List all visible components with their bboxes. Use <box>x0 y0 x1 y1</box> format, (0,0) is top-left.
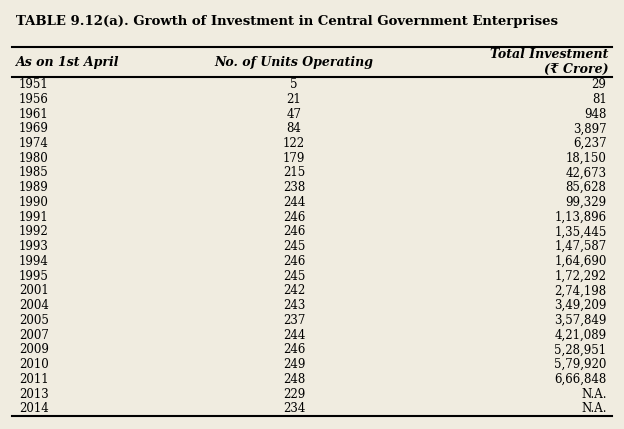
Text: 237: 237 <box>283 314 305 327</box>
Text: TABLE 9.12(a). Growth of Investment in Central Government Enterprises: TABLE 9.12(a). Growth of Investment in C… <box>16 15 558 28</box>
Text: 1980: 1980 <box>19 152 49 165</box>
Text: 1956: 1956 <box>19 93 49 106</box>
Text: 1,47,587: 1,47,587 <box>554 240 607 253</box>
Text: 246: 246 <box>283 211 305 224</box>
Text: 1995: 1995 <box>19 270 49 283</box>
Text: 1991: 1991 <box>19 211 49 224</box>
Text: 1969: 1969 <box>19 122 49 135</box>
Text: 248: 248 <box>283 373 305 386</box>
Text: 243: 243 <box>283 299 305 312</box>
Text: 84: 84 <box>286 122 301 135</box>
Text: 5,79,920: 5,79,920 <box>554 358 607 371</box>
Text: 47: 47 <box>286 108 301 121</box>
Text: 42,673: 42,673 <box>565 166 607 179</box>
Text: 3,897: 3,897 <box>573 122 607 135</box>
Text: 2005: 2005 <box>19 314 49 327</box>
Text: 2007: 2007 <box>19 329 49 341</box>
Text: 246: 246 <box>283 343 305 356</box>
Text: 6,66,848: 6,66,848 <box>554 373 607 386</box>
Text: 5: 5 <box>290 78 298 91</box>
Text: 1,72,292: 1,72,292 <box>555 270 607 283</box>
Text: 1,35,445: 1,35,445 <box>554 226 607 239</box>
Text: 1989: 1989 <box>19 181 49 194</box>
Text: Total Investment
(₹ Crore): Total Investment (₹ Crore) <box>490 48 608 76</box>
Text: 29: 29 <box>592 78 607 91</box>
Text: 2014: 2014 <box>19 402 49 415</box>
Text: 246: 246 <box>283 226 305 239</box>
Text: 3,49,209: 3,49,209 <box>554 299 607 312</box>
Text: As on 1st April: As on 1st April <box>16 56 119 69</box>
Text: 2001: 2001 <box>19 284 49 297</box>
Text: 18,150: 18,150 <box>565 152 607 165</box>
Text: 2013: 2013 <box>19 387 49 401</box>
Text: 245: 245 <box>283 240 305 253</box>
Text: 249: 249 <box>283 358 305 371</box>
Text: 1951: 1951 <box>19 78 49 91</box>
Text: 3,57,849: 3,57,849 <box>554 314 607 327</box>
Text: 2011: 2011 <box>19 373 48 386</box>
Text: 2010: 2010 <box>19 358 49 371</box>
Text: 2,74,198: 2,74,198 <box>554 284 607 297</box>
Text: 1974: 1974 <box>19 137 49 150</box>
Text: 238: 238 <box>283 181 305 194</box>
Text: 1,13,896: 1,13,896 <box>554 211 607 224</box>
Text: 244: 244 <box>283 196 305 209</box>
Text: 234: 234 <box>283 402 305 415</box>
Text: 242: 242 <box>283 284 305 297</box>
Text: 122: 122 <box>283 137 305 150</box>
Text: 1,64,690: 1,64,690 <box>554 255 607 268</box>
Text: 229: 229 <box>283 387 305 401</box>
Text: 2009: 2009 <box>19 343 49 356</box>
Text: 1994: 1994 <box>19 255 49 268</box>
Text: 81: 81 <box>592 93 607 106</box>
Text: 99,329: 99,329 <box>565 196 607 209</box>
Text: N.A.: N.A. <box>581 387 607 401</box>
Text: 246: 246 <box>283 255 305 268</box>
Text: 1993: 1993 <box>19 240 49 253</box>
Text: 948: 948 <box>584 108 607 121</box>
Text: 244: 244 <box>283 329 305 341</box>
Text: 179: 179 <box>283 152 305 165</box>
Text: 85,628: 85,628 <box>565 181 607 194</box>
Text: 1990: 1990 <box>19 196 49 209</box>
Text: 4,21,089: 4,21,089 <box>554 329 607 341</box>
Text: 1985: 1985 <box>19 166 49 179</box>
Text: 21: 21 <box>286 93 301 106</box>
Text: No. of Units Operating: No. of Units Operating <box>215 56 374 69</box>
Text: 1992: 1992 <box>19 226 49 239</box>
Text: 5,28,951: 5,28,951 <box>554 343 607 356</box>
Text: 215: 215 <box>283 166 305 179</box>
Text: N.A.: N.A. <box>581 402 607 415</box>
Text: 1961: 1961 <box>19 108 49 121</box>
Text: 245: 245 <box>283 270 305 283</box>
Text: 2004: 2004 <box>19 299 49 312</box>
Text: 6,237: 6,237 <box>573 137 607 150</box>
